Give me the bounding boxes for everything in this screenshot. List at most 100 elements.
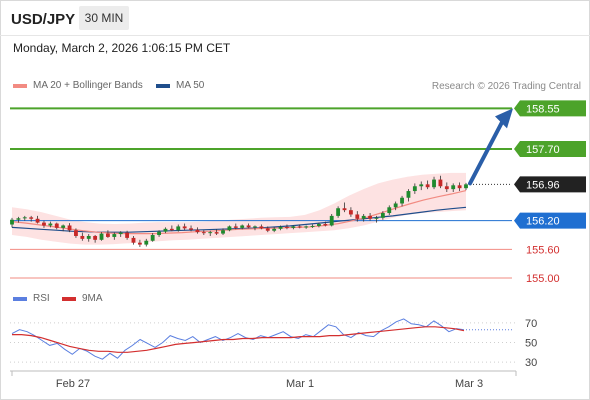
candle-body (348, 210, 353, 215)
candle-body (406, 191, 411, 198)
legend-9ma: 9MA (62, 293, 103, 304)
candle-body (131, 237, 136, 243)
candle-body (22, 217, 27, 219)
candle-body (451, 185, 456, 190)
candle-body (438, 179, 443, 187)
candle-body (74, 230, 78, 236)
candle-body (16, 218, 21, 220)
rsi-ma-line (12, 326, 465, 353)
candle-body (425, 184, 430, 188)
candle-body (227, 226, 232, 231)
forecast-arrow-head (495, 108, 513, 129)
last-price-tag (514, 176, 586, 193)
candle-body (380, 213, 385, 218)
rsi-legend-label: RSI (33, 293, 50, 304)
candle-body (163, 228, 168, 232)
candle-body (201, 232, 206, 234)
candle-body (368, 215, 373, 219)
candle-body (355, 214, 360, 219)
rsi-swatch (13, 296, 27, 301)
candle-body (457, 185, 462, 189)
price-tag-label: 158.55 (526, 103, 560, 115)
chart-header: USD/JPY 30 MIN (0, 0, 590, 36)
candle-body (464, 184, 468, 189)
ma50-swatch (156, 83, 170, 88)
legend-rsi: RSI (13, 293, 50, 304)
candle-body (393, 203, 398, 208)
rsi-tick-label: 70 (525, 318, 537, 330)
rsi-tick-label: 50 (525, 337, 537, 349)
candle-body (387, 207, 392, 214)
support-label: 155.60 (526, 244, 560, 256)
price-tag-label: 157.70 (526, 144, 560, 156)
candle-body (432, 179, 436, 188)
candle-body (42, 222, 46, 226)
candle-body (419, 184, 424, 187)
candle-body (112, 234, 117, 237)
candle-body (297, 226, 302, 228)
symbol-title: USD/JPY (11, 11, 76, 28)
candle-body (304, 226, 309, 228)
candle-body (336, 208, 341, 216)
bollinger-band (12, 172, 466, 245)
candle-body (67, 225, 72, 231)
9ma-swatch (62, 296, 76, 301)
candle-body (182, 226, 187, 229)
candle-body (10, 219, 14, 225)
interval-button[interactable]: 30 MIN (79, 6, 129, 30)
header-divider (0, 35, 590, 36)
legend-ma20: MA 20 + Bollinger Bands (13, 80, 143, 91)
candle-body (444, 186, 449, 190)
x-tick-label: Mar 3 (455, 378, 483, 390)
candle-body (189, 228, 193, 230)
candle-body (195, 229, 200, 233)
rsi-tick-label: 30 (525, 357, 537, 369)
candle-body (99, 233, 104, 240)
candle-body (233, 226, 238, 228)
research-credit: Research © 2026 Trading Central (431, 81, 581, 92)
target-price-tag (514, 140, 586, 157)
x-tick-label: Feb 27 (56, 378, 90, 390)
candle-body (317, 224, 321, 226)
candle-body (118, 232, 123, 235)
candle-body (323, 224, 328, 226)
candle-body (278, 226, 283, 229)
candle-body (169, 228, 174, 231)
legend-ma50: MA 50 (156, 80, 204, 91)
candle-body (54, 223, 59, 228)
price-tag-label: 156.96 (526, 179, 560, 191)
candle-body (361, 215, 366, 219)
candle-body (412, 186, 417, 192)
candle-body (240, 225, 245, 228)
candle-body (137, 242, 142, 245)
x-tick-label: Mar 1 (286, 378, 314, 390)
candle-body (374, 217, 379, 219)
chart-datetime: Monday, March 2, 2026 1:06:15 PM CET (13, 41, 231, 55)
candle-body (265, 228, 270, 231)
candle-body (29, 217, 34, 219)
candle-body (93, 235, 98, 240)
candle-body (253, 226, 257, 228)
rsi-line (11, 318, 465, 360)
candle-body (157, 231, 161, 236)
candle-body (400, 197, 404, 204)
candle-body (342, 208, 347, 211)
candle-body (48, 223, 53, 226)
candle-body (221, 230, 225, 234)
candle-body (246, 225, 251, 228)
candle-body (150, 235, 155, 241)
candle-body (144, 240, 149, 245)
price-tag-label: 156.20 (526, 216, 560, 228)
candle-body (329, 215, 334, 226)
candle-body (285, 226, 289, 228)
candle-body (291, 226, 296, 228)
candle-body (35, 218, 40, 223)
candle-body (310, 225, 315, 227)
candle-body (125, 232, 130, 238)
candle-body (272, 228, 277, 231)
target-price-tag (514, 100, 586, 117)
ma20-swatch (13, 83, 27, 88)
candle-body (61, 225, 66, 228)
ma50-legend-label: MA 50 (176, 80, 205, 91)
